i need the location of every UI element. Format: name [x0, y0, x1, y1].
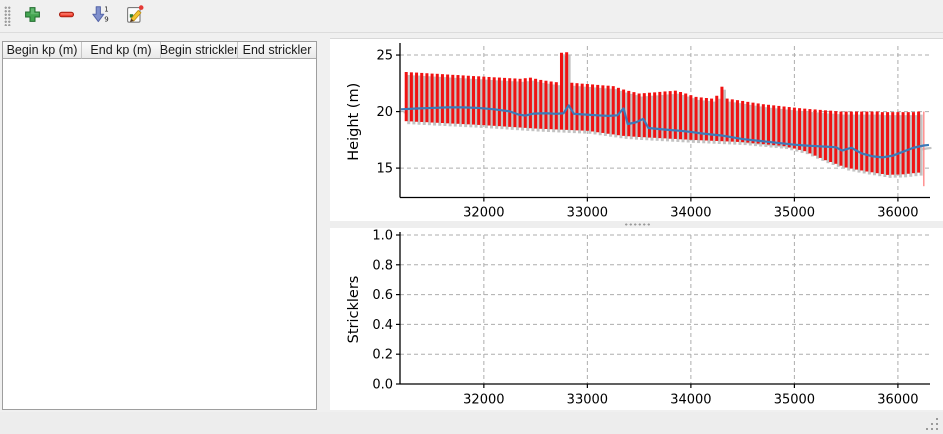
- y-axis-label: Height (m): [346, 83, 362, 161]
- svg-text:9: 9: [104, 15, 108, 23]
- add-button[interactable]: [19, 3, 45, 29]
- stricklers-chart[interactable]: 0.0 0.2 0.4 0.6 0.8 1.0 32000 33000 34000 35000 36…: [330, 228, 943, 411]
- edit-icon: [124, 4, 145, 28]
- y-tick-label: 0.2: [372, 348, 393, 363]
- y-tick-label: 0.6: [372, 288, 393, 303]
- column-header-label: End strickler: [242, 43, 312, 57]
- y-tick-label: 20: [376, 105, 393, 120]
- x-tick-label: 33000: [567, 393, 608, 408]
- sort-numeric-down-icon: 1 9: [91, 5, 110, 27]
- table-header: Begin kp (m) End kp (m) Begin strickler …: [3, 42, 316, 59]
- table-body-empty[interactable]: [3, 60, 316, 409]
- y-tick-label: 1.0: [372, 229, 393, 244]
- y-tick-label: 25: [376, 49, 393, 64]
- y-tick-label: 15: [376, 162, 393, 177]
- x-tick-label: 35000: [774, 206, 815, 221]
- x-tick-label: 32000: [463, 393, 504, 408]
- x-tick-label: 36000: [877, 206, 918, 221]
- column-header-label: End kp (m): [90, 43, 152, 57]
- x-tick-label: 34000: [670, 206, 711, 221]
- strickler-table: Begin kp (m) End kp (m) Begin strickler …: [2, 41, 317, 410]
- column-header-label: Begin kp (m): [6, 43, 78, 57]
- y-tick-label: 0.0: [372, 378, 393, 393]
- x-tick-label: 36000: [877, 393, 918, 408]
- plus-icon: [24, 6, 41, 26]
- x-tick-label: 34000: [670, 393, 711, 408]
- column-header-begin-kp[interactable]: Begin kp (m): [3, 42, 82, 59]
- remove-button[interactable]: [53, 3, 79, 29]
- toolbar-drag-handle[interactable]: [4, 6, 11, 26]
- splitter-grip-dots: [623, 223, 650, 226]
- column-header-end-kp[interactable]: End kp (m): [82, 42, 161, 59]
- toolbar: 1 9: [0, 0, 943, 33]
- minus-icon: [58, 6, 75, 26]
- y-axis-label: Stricklers: [346, 276, 362, 344]
- x-tick-label: 32000: [463, 206, 504, 221]
- column-header-begin-strickler[interactable]: Begin strickler: [161, 42, 238, 59]
- x-tick-label: 35000: [774, 393, 815, 408]
- charts-panel: 15 20 25 32000 33000 34000 35000 36000 Height (m…: [330, 38, 943, 410]
- column-header-label: Begin strickler: [161, 43, 238, 57]
- edit-button[interactable]: [121, 3, 147, 29]
- mean-line: [400, 104, 930, 159]
- y-tick-label: 0.8: [372, 258, 393, 273]
- column-header-end-strickler[interactable]: End strickler: [238, 42, 316, 59]
- height-chart[interactable]: 15 20 25 32000 33000 34000 35000 36000 Height (m…: [330, 39, 943, 221]
- status-bar: [0, 412, 943, 434]
- y-tick-label: 0.4: [372, 318, 393, 333]
- window-resize-grip[interactable]: [926, 418, 940, 431]
- svg-text:1: 1: [104, 5, 108, 13]
- sort-button[interactable]: 1 9: [87, 3, 113, 29]
- x-tick-label: 33000: [567, 206, 608, 221]
- chart-splitter-handle[interactable]: [330, 221, 943, 228]
